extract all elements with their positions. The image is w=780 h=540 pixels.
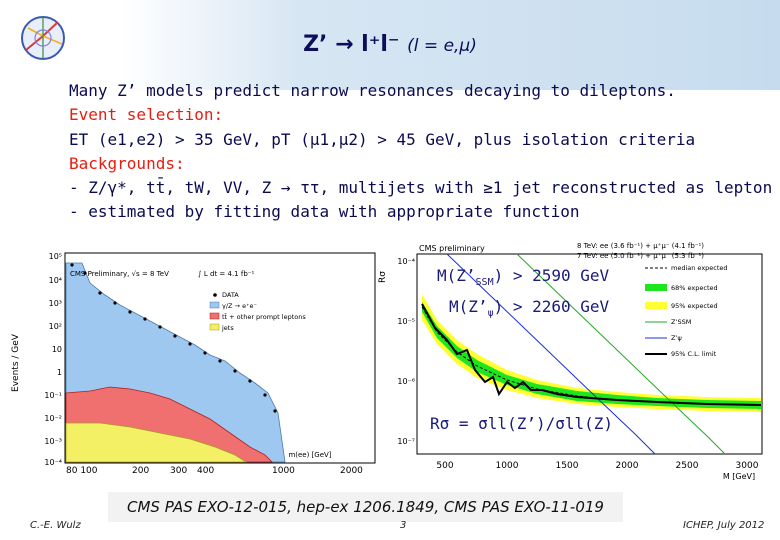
ytick: 10⁻⁵ (397, 317, 415, 326)
title-sub: (l = e,μ) (407, 36, 477, 56)
xtick: 1000 (272, 466, 295, 475)
left-ylabel: Events / GeV (11, 333, 21, 392)
legend-median: median expected (671, 264, 728, 272)
left-xticks: 80 100 200 300 400 1000 2000 (66, 466, 363, 475)
reference-box: CMS PAS EXO-12-015, hep-ex 1206.1849, CM… (108, 492, 623, 522)
slide-title: Z’ → l⁺l⁻ (l = e,μ) (0, 32, 780, 57)
lumi-line-1: 8 TeV: ee (3.6 fb⁻¹) + μ⁺μ⁻ (4.1 fb⁻¹) (577, 242, 704, 250)
footer-author: C.-E. Wulz (30, 520, 81, 531)
right-ylabel: Rσ (378, 271, 388, 283)
legend-68: 68% expected (671, 284, 718, 292)
bullet-line: - estimated by fitting data with appropr… (69, 202, 580, 222)
ytick: 10⁻¹ (44, 391, 62, 400)
bullet-line: ET (e1,e2) > 35 GeV, pT (μ1,μ2) > 45 GeV… (69, 129, 696, 149)
xtick: 400 (197, 466, 214, 475)
right-xlabel: M [GeV] (723, 472, 755, 480)
left-lumi: ∫ L dt = 4.1 fb⁻¹ (198, 270, 254, 278)
left-yticks: 10⁵ 10⁴ 10³ 10² 10 1 10⁻¹ 10⁻² 10⁻³ 10⁻⁴ (44, 252, 62, 467)
left-legend: DATA γ/Z → e⁺e⁻ tt̄ + other prompt lepto… (209, 291, 306, 332)
ytick: 10⁻⁴ (44, 458, 62, 467)
left-mass-spectrum-plot: Events / GeV CMS Preliminary, √s = 8 TeV… (11, 252, 376, 475)
left-xlabel: m(ee) [GeV] (288, 451, 331, 459)
cms-logo-icon (21, 16, 65, 60)
right-header: CMS preliminary (419, 244, 485, 253)
ytick: 10⁴ (49, 276, 62, 285)
xtick: 300 (170, 466, 187, 475)
bullet-line: - Z/γ*, tt̄, tW, VV, Z → ττ, multijets w… (69, 178, 773, 198)
mass-limit-sub: ψ (487, 308, 494, 320)
legend-jets: jets (221, 324, 234, 332)
legend-95: 95% expected (671, 302, 718, 310)
legend-zpsi: Z’ψ (671, 334, 682, 342)
ytick: 10 (52, 345, 62, 354)
mass-limit-label: M(Z’ (437, 266, 476, 285)
ytick: 1 (57, 368, 62, 377)
ytick: 10⁻⁶ (397, 377, 415, 386)
ytick: 10⁻³ (44, 437, 62, 446)
r-sigma-definition: Rσ = σll(Z’)/σll(Z) (430, 414, 614, 433)
xtick: 2500 (676, 461, 699, 471)
xtick: 1000 (496, 461, 519, 471)
right-legend: median expected 68% expected 95% expecte… (645, 264, 728, 358)
mass-limits-box: M(Z’SSM) > 2590 GeV M(Z’ψ) > 2260 GeV (437, 264, 609, 326)
xtick: 2000 (616, 461, 639, 471)
bullet-line: Many Z’ models predict narrow resonances… (69, 81, 676, 100)
right-xticks: 500 1000 1500 2000 2500 3000 (436, 461, 758, 471)
zssm-line (516, 253, 726, 455)
ytick: 10⁻⁷ (397, 437, 415, 446)
xtick: 200 (132, 466, 149, 475)
bullet-list: Many Z’ models predict narrow resonances… (69, 79, 772, 225)
legend-zssm: Z’SSM (671, 318, 691, 326)
right-yticks: 10⁻⁴ 10⁻⁵ 10⁻⁶ 10⁻⁷ (397, 257, 415, 446)
bullet-heading: Event selection: (69, 105, 224, 125)
xtick: 80 100 (66, 466, 98, 475)
ytick: 10⁵ (49, 252, 62, 261)
title-band (0, 0, 780, 90)
xtick: 2000 (340, 466, 363, 475)
data-points (70, 263, 277, 413)
mass-limit-label: M(Z’ (449, 297, 488, 317)
footer-page-number: 3 (400, 520, 407, 531)
jets-histogram (65, 422, 248, 463)
legend-ttbar: tt̄ + other prompt leptons (222, 312, 306, 321)
xtick: 1500 (556, 461, 579, 471)
title-main: Z’ → l⁺l⁻ (303, 32, 400, 57)
footer-event: ICHEP, July 2012 (683, 520, 765, 531)
xtick: 3000 (736, 461, 759, 471)
right-limit-plot: Rσ 8 TeV: ee (3.6 fb⁻¹) + μ⁺μ⁻ (4.1 fb⁻¹… (378, 242, 763, 480)
zpsi-line (446, 253, 656, 455)
bullet-heading: Backgrounds: (69, 153, 185, 173)
mass-limit-value: ) > 2590 GeV (493, 266, 610, 285)
ytick: 10² (49, 322, 62, 331)
mass-limit-psi: M(Z’ψ) > 2260 GeV (437, 295, 609, 326)
legend-dy: γ/Z → e⁺e⁻ (222, 302, 257, 310)
ytick: 10⁻⁴ (397, 257, 415, 266)
mass-limit-value: ) > 2260 GeV (493, 297, 610, 317)
mass-limit-sub: SSM (475, 277, 494, 289)
legend-data: DATA (222, 291, 239, 299)
legend-limit: 95% C.L. limit (671, 350, 717, 358)
xtick: 500 (436, 461, 453, 471)
lumi-line-2: 7 TeV: ee (5.0 fb⁻¹) + μ⁺μ⁻ (5.3 fb⁻¹) (577, 252, 704, 260)
observed-limit-line (421, 303, 762, 406)
ytick: 10³ (49, 299, 62, 308)
ytick: 10⁻² (44, 414, 62, 423)
left-header: CMS Preliminary, √s = 8 TeV (70, 270, 169, 278)
mass-limit-ssm: M(Z’SSM) > 2590 GeV (437, 264, 609, 295)
